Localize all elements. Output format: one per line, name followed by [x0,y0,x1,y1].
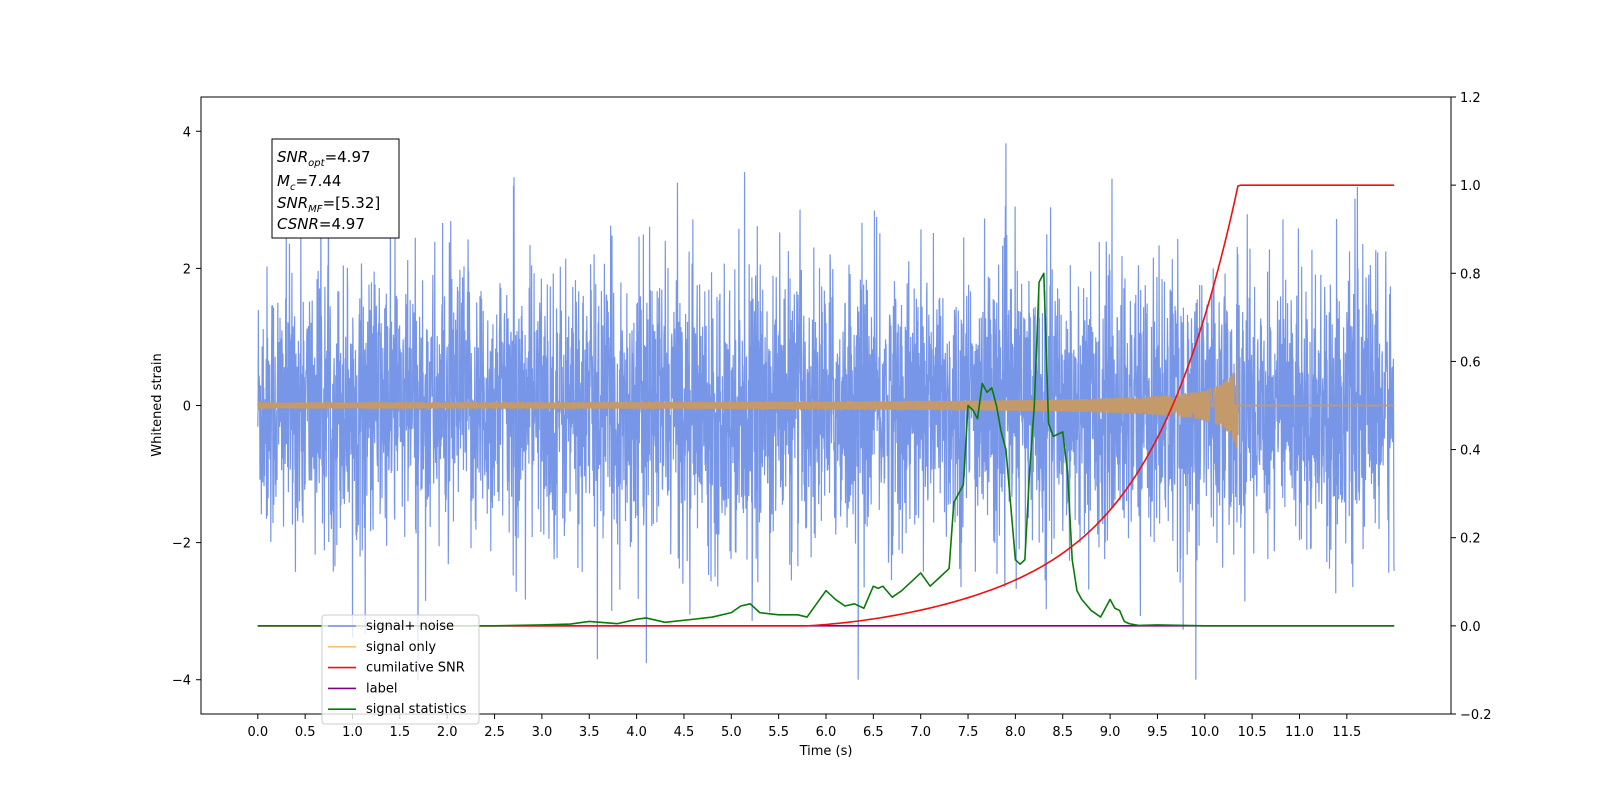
x-tick-label: 0.0 [247,725,268,740]
x-tick-label: 2.5 [484,725,505,740]
y-right-tick-label: 0.4 [1460,444,1481,459]
y-tick-label: 4 [183,125,191,140]
y-right-tick-label: −0.2 [1460,708,1492,723]
annotation-csnr: CSNR=4.97 [277,215,365,233]
x-tick-label: 9.0 [1100,725,1121,740]
annotation-mc: Mc=7.44 [277,172,341,193]
x-tick-label: 4.5 [674,725,695,740]
y-right-tick-label: 0.6 [1460,355,1481,370]
x-tick-label: 6.0 [816,725,837,740]
x-tick-label: 4.0 [626,725,647,740]
x-tick-label: 8.0 [1005,725,1026,740]
y-right-tick-label: 0.0 [1460,620,1481,635]
y-right-tick-label: 0.2 [1460,532,1481,547]
plot-area [257,143,1395,680]
y-right-tick-label: 0.8 [1460,267,1481,282]
y-axis-left: −4 −2 0 2 4 [172,125,201,689]
x-tick-label: 2.0 [437,725,458,740]
x-tick-label: 5.0 [721,725,742,740]
y-tick-label: −2 [172,537,191,552]
annotation-frame [271,138,400,239]
y-right-tick-label: 1.2 [1460,91,1481,106]
series-signal-plus-noise [257,143,1395,680]
x-tick-label: 11.0 [1285,725,1314,740]
y-axis-label: Whitened strain [150,353,165,456]
series-signal-only [257,359,1395,449]
y-tick-label: 2 [183,262,191,277]
legend-label: signal+ noise [366,619,454,634]
y-right-tick-label: 1.0 [1460,179,1481,194]
x-tick-label: 0.5 [295,725,316,740]
x-axis: 0.0 0.5 1.0 1.5 2.0 2.5 3.0 3.5 4.0 4.5 5.0 5.5 6.0 6… [247,714,1361,740]
x-tick-label: 11.5 [1332,725,1361,740]
x-tick-label: 7.0 [910,725,931,740]
x-tick-label: 7.5 [958,725,979,740]
x-tick-label: 5.5 [768,725,789,740]
x-tick-label: 8.5 [1052,725,1073,740]
x-tick-label: 3.5 [579,725,600,740]
legend-label: label [366,681,397,696]
x-tick-label: 10.0 [1190,725,1219,740]
x-tick-label: 9.5 [1147,725,1168,740]
legend-label: signal statistics [366,702,467,717]
annotation-box: SNRopt=4.97 Mc=7.44 SNRMF=[5.32] CSNR=4.… [271,138,400,239]
legend-label: cumilative SNR [366,661,465,676]
x-tick-label: 1.5 [390,725,411,740]
x-axis-label: Time (s) [799,744,853,759]
x-tick-label: 1.0 [342,725,363,740]
legend-frame [321,614,480,725]
x-tick-label: 10.5 [1238,725,1267,740]
y-tick-label: 0 [183,400,191,415]
x-tick-label: 6.5 [863,725,884,740]
legend-label: signal only [366,640,436,655]
annotation-snr-mf: SNRMF=[5.32] [277,194,380,215]
y-tick-label: −4 [172,674,191,689]
y-axis-right: −0.2 0.0 0.2 0.4 0.6 0.8 1.0 1.2 [1451,91,1492,723]
series-signal-statistics [257,272,1395,627]
x-tick-label: 3.0 [532,725,553,740]
legend: signal+ noise signal only cumilative SNR la… [321,614,480,725]
annotation-snr-opt: SNRopt=4.97 [277,148,371,169]
